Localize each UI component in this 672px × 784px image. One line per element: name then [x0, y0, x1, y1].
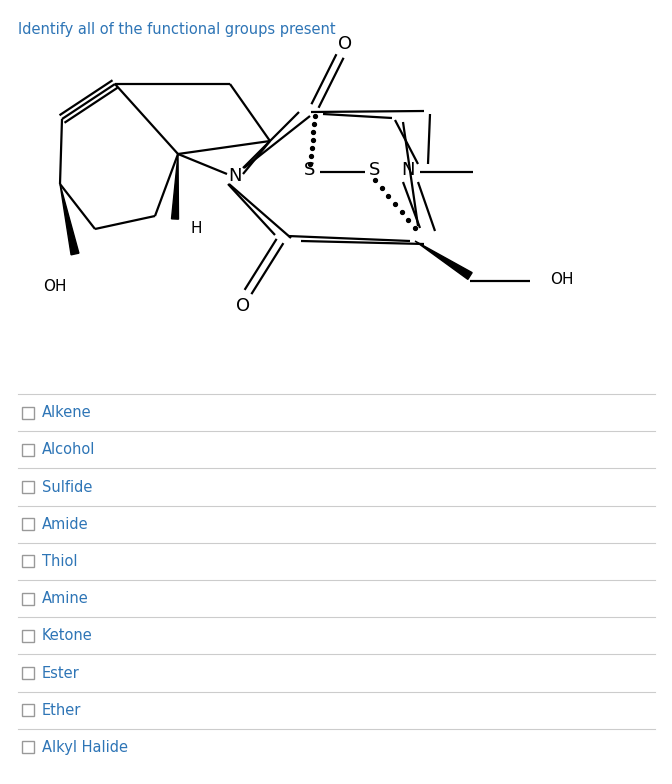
Text: S: S — [304, 161, 316, 179]
Polygon shape — [171, 154, 179, 220]
Text: Ether: Ether — [42, 702, 81, 717]
Text: Sulfide: Sulfide — [42, 480, 92, 495]
Polygon shape — [60, 184, 79, 255]
Text: Alcohol: Alcohol — [42, 442, 95, 457]
Text: Ketone: Ketone — [42, 628, 93, 644]
Polygon shape — [415, 241, 472, 279]
Text: Amide: Amide — [42, 517, 89, 532]
Text: Alkene: Alkene — [42, 405, 91, 420]
Bar — [22, 518, 34, 530]
Text: OH: OH — [550, 271, 573, 286]
Text: O: O — [338, 35, 352, 53]
Text: OH: OH — [43, 279, 67, 294]
Bar — [22, 630, 34, 642]
Bar — [22, 667, 34, 679]
Text: Alkyl Halide: Alkyl Halide — [42, 740, 128, 755]
Text: S: S — [370, 161, 380, 179]
Text: Amine: Amine — [42, 591, 89, 606]
Text: O: O — [236, 297, 250, 315]
Bar — [22, 742, 34, 753]
Bar — [22, 444, 34, 456]
Text: N: N — [401, 161, 415, 179]
Text: H: H — [190, 220, 202, 235]
Text: Ester: Ester — [42, 666, 80, 681]
Text: Thiol: Thiol — [42, 554, 77, 569]
Bar — [22, 704, 34, 717]
Text: N: N — [228, 167, 242, 185]
Bar — [22, 555, 34, 568]
Bar — [22, 593, 34, 604]
Bar — [22, 407, 34, 419]
Bar — [22, 481, 34, 493]
Text: Identify all of the functional groups present: Identify all of the functional groups pr… — [18, 22, 335, 37]
